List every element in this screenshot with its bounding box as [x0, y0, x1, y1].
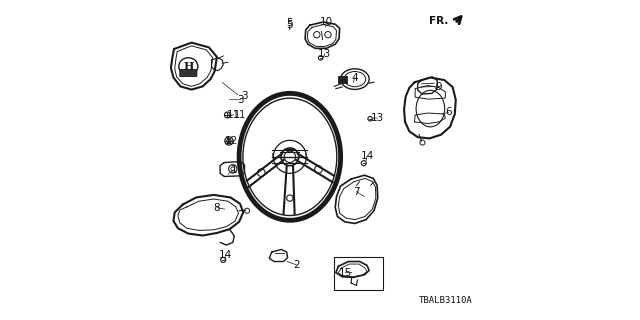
Text: 9: 9: [436, 82, 442, 92]
Text: 5: 5: [286, 18, 292, 28]
Bar: [334, 257, 383, 290]
Text: 13: 13: [371, 113, 384, 123]
Text: 1: 1: [231, 164, 237, 174]
Text: 15: 15: [339, 268, 352, 278]
Text: 8: 8: [214, 203, 220, 212]
Text: 10: 10: [320, 17, 333, 27]
FancyBboxPatch shape: [339, 76, 348, 83]
Text: 5: 5: [287, 20, 293, 30]
Text: 14: 14: [360, 151, 374, 161]
Text: 13: 13: [318, 49, 332, 59]
Text: 3: 3: [241, 91, 248, 101]
Text: 14: 14: [219, 250, 232, 260]
FancyBboxPatch shape: [180, 69, 197, 76]
Text: 6: 6: [445, 108, 452, 117]
Text: 2: 2: [293, 260, 300, 270]
Text: 12: 12: [225, 136, 238, 146]
Text: H: H: [183, 61, 193, 72]
Text: 7: 7: [353, 187, 360, 197]
Text: 4: 4: [351, 73, 358, 83]
Text: 11: 11: [234, 110, 246, 120]
Text: 11: 11: [227, 110, 241, 120]
Text: TBALB3110A: TBALB3110A: [419, 296, 472, 305]
Text: 3: 3: [237, 95, 244, 105]
Text: FR.: FR.: [429, 16, 449, 26]
